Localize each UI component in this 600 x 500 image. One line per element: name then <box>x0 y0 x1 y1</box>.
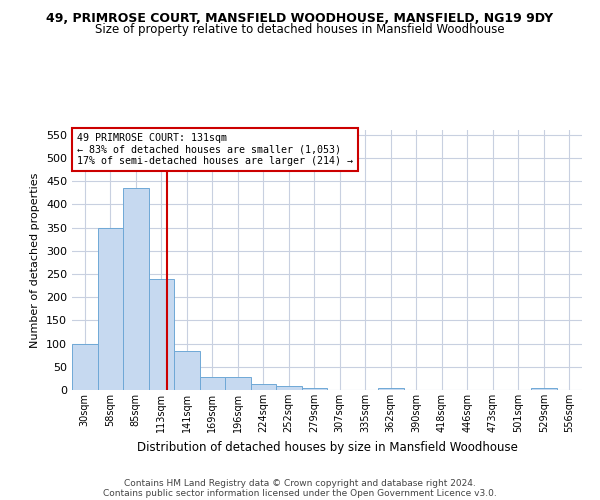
Bar <box>72 344 97 390</box>
Bar <box>276 386 302 390</box>
Bar <box>225 377 251 390</box>
Bar <box>531 388 557 390</box>
Text: 49, PRIMROSE COURT, MANSFIELD WOODHOUSE, MANSFIELD, NG19 9DY: 49, PRIMROSE COURT, MANSFIELD WOODHOUSE,… <box>46 12 554 26</box>
Text: Size of property relative to detached houses in Mansfield Woodhouse: Size of property relative to detached ho… <box>95 22 505 36</box>
Bar <box>174 350 199 390</box>
Bar <box>251 384 276 390</box>
Text: Contains public sector information licensed under the Open Government Licence v3: Contains public sector information licen… <box>103 490 497 498</box>
Text: 49 PRIMROSE COURT: 131sqm
← 83% of detached houses are smaller (1,053)
17% of se: 49 PRIMROSE COURT: 131sqm ← 83% of detac… <box>77 132 353 166</box>
Bar <box>302 388 327 390</box>
Bar <box>378 388 404 390</box>
Bar <box>199 377 225 390</box>
Text: Contains HM Land Registry data © Crown copyright and database right 2024.: Contains HM Land Registry data © Crown c… <box>124 480 476 488</box>
Y-axis label: Number of detached properties: Number of detached properties <box>31 172 40 348</box>
Bar <box>149 278 174 390</box>
Bar <box>123 188 149 390</box>
Text: Distribution of detached houses by size in Mansfield Woodhouse: Distribution of detached houses by size … <box>137 441 517 454</box>
Bar <box>97 228 123 390</box>
